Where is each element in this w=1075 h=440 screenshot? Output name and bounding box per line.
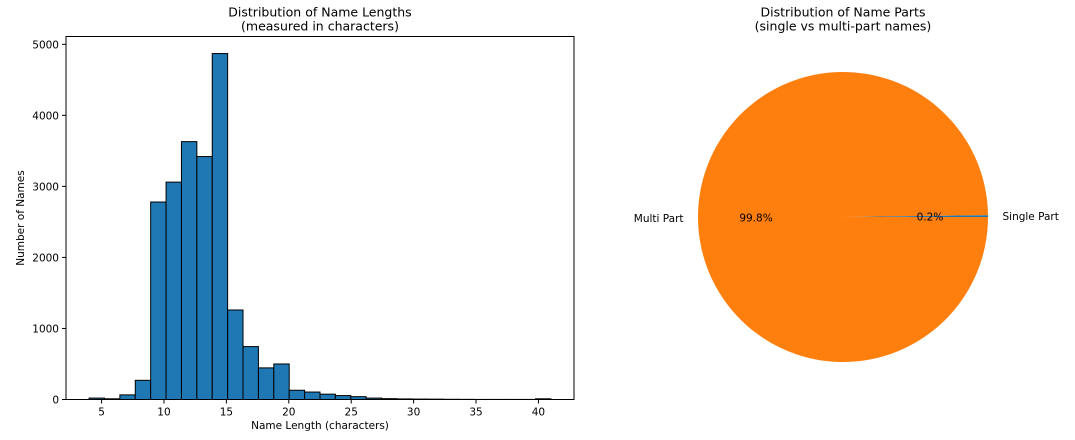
pie-category-label: Single Part [1002, 211, 1058, 223]
histogram-subtitle: (measured in characters) [241, 19, 399, 34]
pie-slice-single-part [843, 215, 988, 217]
histogram-bar [319, 393, 336, 400]
histogram-plot-frame [65, 36, 575, 400]
histogram-bar [150, 201, 167, 400]
x-tick-label: 15 [220, 407, 233, 419]
histogram-bar [134, 379, 152, 400]
pie-chart: Distribution of Name Parts (single vs mu… [634, 5, 1059, 363]
histogram-y-axis-label: Number of Names [15, 170, 27, 265]
histogram-bar [273, 363, 290, 401]
histogram-bar [288, 389, 306, 401]
x-tick-label: 25 [345, 407, 358, 419]
histogram-bars [88, 53, 552, 401]
pie-slice-multi-part [698, 72, 988, 363]
y-tick-label: 5000 [32, 39, 59, 51]
histogram-bar [119, 394, 136, 400]
pie-category-label: Multi Part [634, 213, 684, 225]
pie-labels: Single Part 0.2% Multi Part 99.8% [634, 211, 1059, 225]
histogram-x-axis-label: Name Length (characters) [251, 420, 389, 432]
histogram-bar [227, 309, 244, 401]
pie-subtitle: (single vs multi-part names) [755, 19, 932, 34]
pie-percent-label: 99.8% [739, 213, 772, 225]
x-tick-label: 40 [532, 407, 545, 419]
histogram-bar [257, 367, 275, 401]
histogram-chart: Distribution of Name Lengths (measured i… [15, 5, 575, 432]
y-tick-label: 3000 [32, 181, 59, 193]
histogram-bar [180, 141, 198, 400]
pie-percent-label: 0.2% [917, 211, 944, 223]
x-tick-label: 30 [407, 407, 420, 419]
histogram-bar [242, 346, 259, 400]
y-tick-label: 2000 [32, 252, 59, 264]
histogram-y-ticks: 0 1000 2000 3000 4000 5000 [32, 39, 66, 407]
histogram-bar [196, 156, 213, 400]
x-tick-label: 10 [157, 407, 170, 419]
histogram-bar [165, 181, 182, 400]
histogram-bar [304, 391, 321, 401]
x-tick-label: 20 [282, 407, 295, 419]
y-tick-label: 1000 [32, 323, 59, 335]
histogram-x-ticks: 5 10 15 20 25 30 35 40 [98, 399, 545, 419]
x-tick-label: 35 [469, 407, 482, 419]
pie-slices [698, 72, 988, 363]
histogram-bar [334, 395, 352, 401]
x-tick-label: 5 [98, 407, 105, 419]
histogram-title: Distribution of Name Lengths [228, 5, 411, 20]
y-tick-label: 0 [52, 395, 59, 407]
histogram-bar [211, 53, 229, 401]
pie-title: Distribution of Name Parts [761, 5, 926, 20]
y-tick-label: 4000 [32, 110, 59, 122]
